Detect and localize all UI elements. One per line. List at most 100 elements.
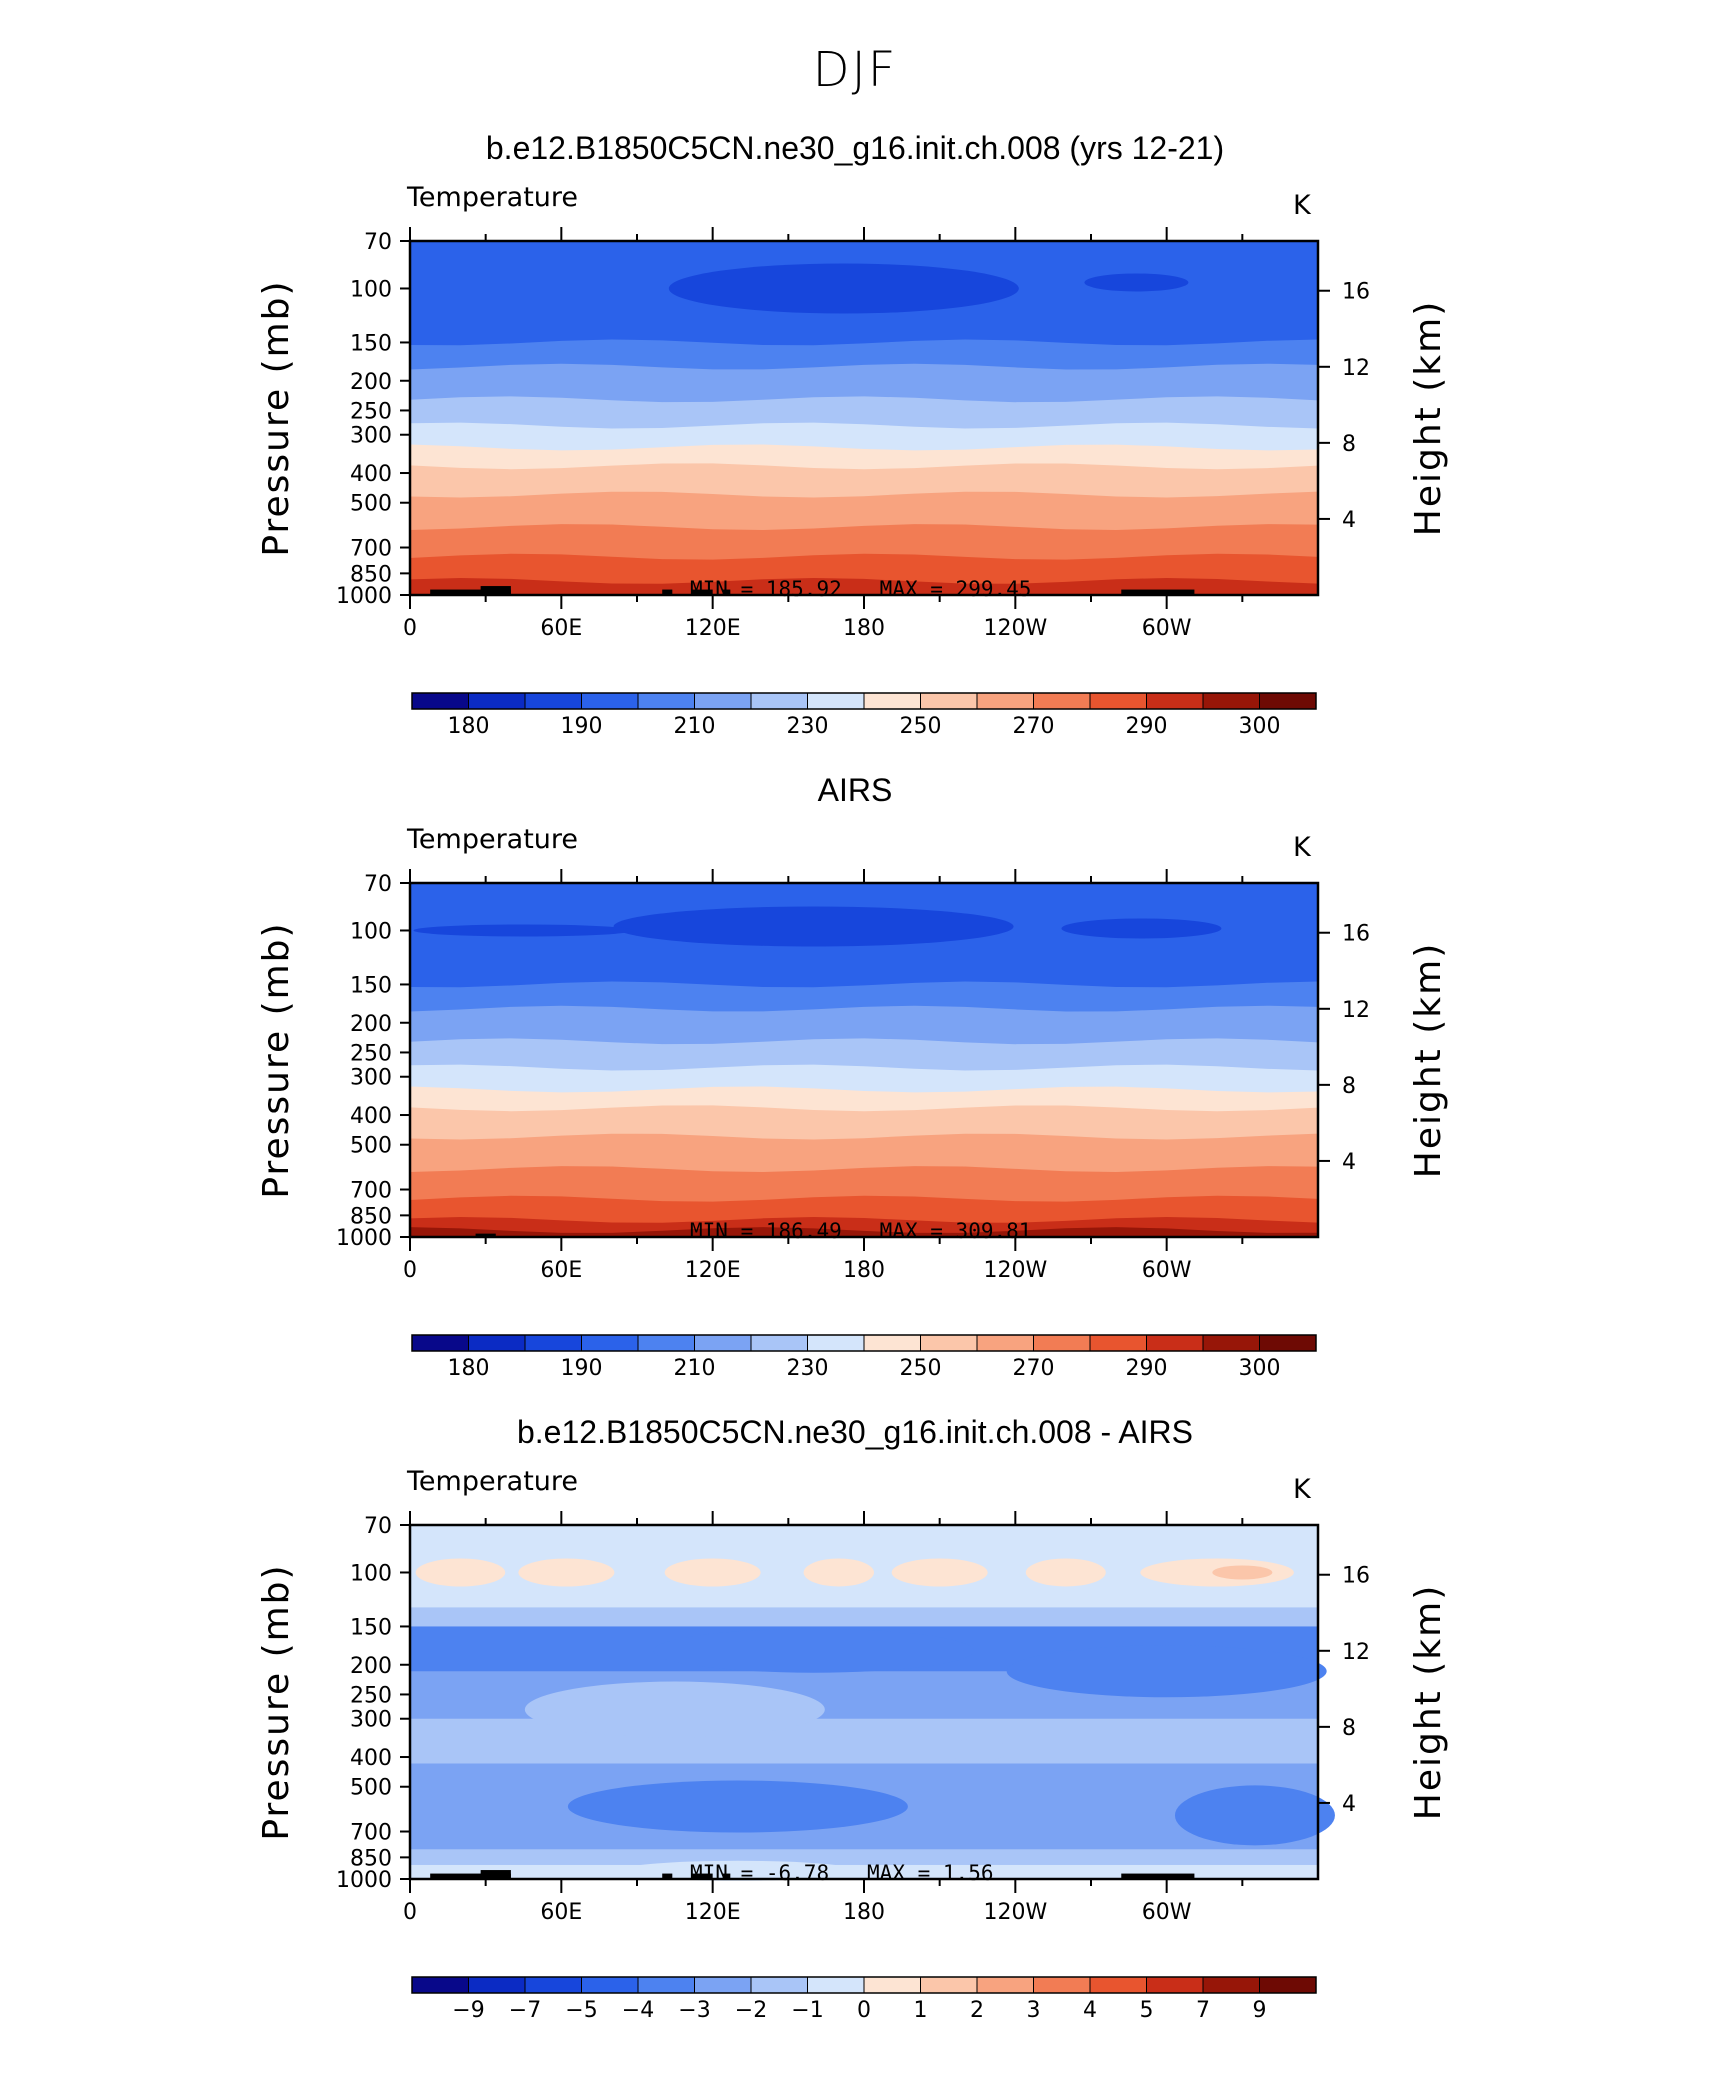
colorbar-swatch — [411, 1334, 469, 1352]
land-block — [1121, 589, 1195, 595]
contour-band — [410, 1607, 1318, 1628]
contour-band — [410, 1718, 1318, 1765]
anomaly-region — [947, 1738, 1008, 1763]
max-value: 1.56 — [942, 1861, 994, 1885]
anomaly-region — [567, 1780, 908, 1833]
axes — [400, 1511, 1330, 1893]
y-tick-label: 500 — [350, 492, 392, 517]
y-tick-label: 70 — [364, 230, 392, 255]
anomaly-region — [1006, 1645, 1327, 1698]
warm-anomaly — [803, 1558, 874, 1587]
colorbar-swatch — [863, 1334, 921, 1352]
units-label: K — [1293, 1474, 1311, 1505]
contour-band — [410, 1849, 1318, 1866]
y-axis-label-left: Pressure (mb) — [256, 1563, 297, 1840]
contour-band — [410, 1064, 1318, 1094]
colorbar-swatch — [1259, 692, 1317, 710]
y-axis-label-right: Height (km) — [1408, 300, 1449, 536]
y-right-tick-label: 16 — [1342, 922, 1370, 947]
land-block — [722, 589, 731, 595]
max-value: 299.45 — [955, 577, 1032, 601]
contour-band — [410, 1005, 1318, 1046]
colorbar-swatch — [411, 1976, 469, 1994]
y-tick-label: 700 — [350, 1179, 392, 1204]
contour-band — [410, 553, 1318, 585]
colorbar-label: 9 — [1253, 1998, 1267, 2023]
land-block — [722, 1873, 731, 1879]
panel-title: b.e12.B1850C5CN.ne30_g16.init.ch.008 - A… — [516, 1414, 1193, 1450]
cold-core — [613, 906, 1014, 947]
min-value: 186.49 — [765, 1219, 842, 1243]
land-block — [662, 589, 673, 595]
y-tick-label: 100 — [350, 919, 392, 944]
cold-core — [413, 924, 634, 937]
colorbar-label: 290 — [1126, 1356, 1168, 1381]
colorbar-swatch — [694, 692, 752, 710]
contour-band — [410, 463, 1318, 499]
contour-band — [410, 1195, 1318, 1224]
contour-band — [410, 524, 1318, 561]
anomaly-region — [1174, 1785, 1335, 1846]
warm-anomaly — [1025, 1558, 1106, 1587]
colorbar-swatch — [524, 1976, 582, 1994]
panel-model: b.e12.B1850C5CN.ne30_g16.init.ch.008 (yr… — [0, 130, 1710, 770]
x-tick-label: 60W — [1142, 1258, 1192, 1283]
min-label: MIN = — [690, 1219, 754, 1243]
units-label: K — [1293, 190, 1311, 221]
x-tick-label: 120E — [685, 1900, 741, 1925]
colorbar-swatch — [524, 1334, 582, 1352]
y-tick-label: 150 — [350, 331, 392, 356]
warm-anomaly — [1212, 1565, 1273, 1580]
max-value: 309.81 — [955, 1219, 1032, 1243]
colorbar-swatch — [1089, 1334, 1147, 1352]
warm-anomaly — [664, 1558, 761, 1587]
land-block — [475, 1233, 496, 1237]
colorbar-swatch — [1202, 692, 1260, 710]
y-tick-label: 1000 — [336, 1868, 392, 1893]
colorbar-swatch — [1033, 1976, 1091, 1994]
colorbar-label: 270 — [1013, 714, 1055, 739]
max-label: MAX = — [867, 1861, 931, 1885]
colorbar-swatch — [920, 692, 978, 710]
colorbar-label: 300 — [1239, 714, 1281, 739]
y-tick-label: 300 — [350, 424, 392, 449]
x-tick-label: 120E — [685, 616, 741, 641]
colorbar-swatch — [1146, 1976, 1204, 1994]
y-tick-label: 400 — [350, 1104, 392, 1129]
x-tick-label: 120W — [983, 616, 1047, 641]
colorbar-label: 210 — [674, 714, 716, 739]
x-tick-label: 180 — [843, 616, 885, 641]
warm-anomaly — [415, 1558, 506, 1587]
y-right-tick-label: 12 — [1342, 356, 1370, 381]
land-block — [692, 589, 713, 595]
x-tick-label: 60E — [540, 1900, 582, 1925]
contour-band — [410, 577, 1318, 595]
contour-band — [410, 1133, 1318, 1173]
colorbar-swatch — [637, 692, 695, 710]
x-tick-label: 180 — [843, 1900, 885, 1925]
contour-band — [410, 1086, 1318, 1113]
land-block — [430, 589, 511, 595]
y-tick-label: 700 — [350, 537, 392, 562]
colorbar-swatch — [976, 1976, 1034, 1994]
colorbar — [411, 1334, 1317, 1352]
colorbar-swatch — [411, 692, 469, 710]
y-axis-label-left: Pressure (mb) — [256, 279, 297, 556]
colorbar-frame — [411, 692, 1317, 710]
contour-band — [410, 396, 1318, 430]
y-right-tick-label: 4 — [1342, 1150, 1356, 1175]
land-block — [662, 1873, 673, 1879]
figure-title: DJF — [812, 42, 898, 98]
colorbar-swatch — [750, 1976, 808, 1994]
colorbar-label: −5 — [565, 1998, 597, 2023]
y-tick-label: 250 — [350, 399, 392, 424]
colorbar-label: −9 — [452, 1998, 484, 2023]
contour-band — [410, 1227, 1318, 1237]
min-label: MIN = — [690, 1861, 754, 1885]
y-tick-label: 70 — [364, 1514, 392, 1539]
colorbar-swatch — [1033, 1334, 1091, 1352]
x-tick-label: 60E — [540, 1258, 582, 1283]
colorbar-swatch — [468, 1334, 526, 1352]
